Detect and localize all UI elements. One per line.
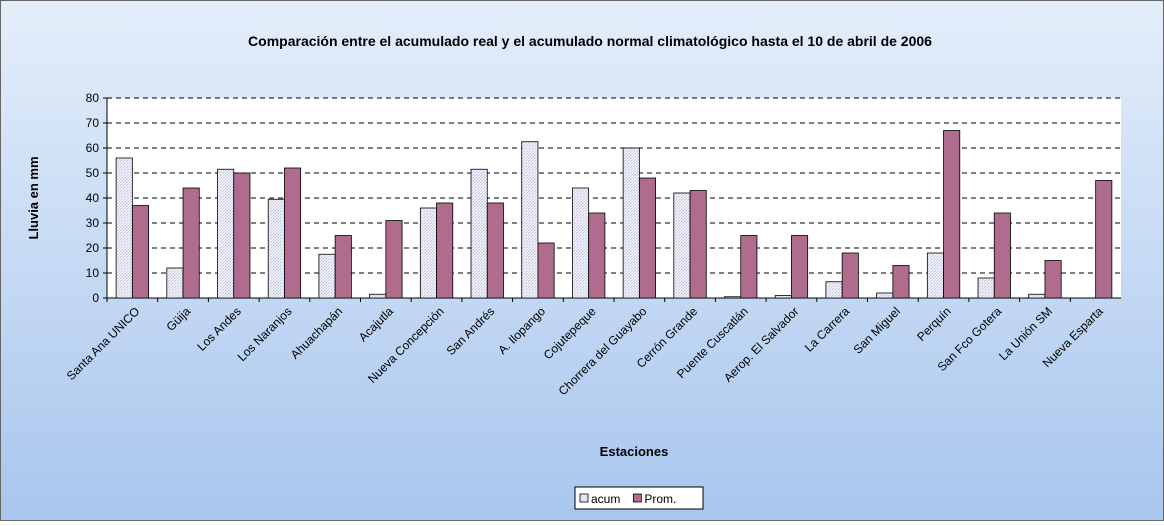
bar	[1028, 293, 1046, 299]
legend-swatch	[632, 493, 642, 503]
legend-label: Prom.	[644, 492, 676, 506]
bar	[926, 252, 944, 299]
bar	[267, 198, 285, 299]
chart-title: Comparación entre el acumulado real y el…	[248, 33, 932, 49]
bar	[791, 235, 809, 299]
bar	[470, 168, 488, 299]
bar	[131, 205, 149, 299]
bar	[233, 172, 251, 299]
y-tick-label: 50	[86, 166, 100, 180]
bar	[115, 157, 133, 299]
bar	[385, 220, 403, 299]
y-tick-label: 40	[86, 191, 100, 205]
y-tick-label: 60	[86, 141, 100, 155]
bar	[892, 265, 910, 299]
bar	[334, 235, 352, 299]
bar	[673, 192, 691, 299]
legend-swatch	[579, 493, 589, 503]
bar	[977, 277, 995, 299]
y-tick-label: 80	[86, 91, 100, 105]
bar	[943, 130, 961, 299]
bar	[622, 147, 640, 299]
bar	[166, 267, 184, 299]
y-tick-label: 0	[92, 291, 99, 305]
y-tick-label: 10	[86, 266, 100, 280]
bar	[486, 202, 504, 299]
bar	[724, 296, 742, 299]
bar	[419, 207, 437, 299]
bar	[1095, 180, 1113, 299]
bar	[369, 293, 387, 299]
y-tick-label: 20	[86, 241, 100, 255]
bar	[284, 167, 302, 299]
bar	[825, 281, 843, 299]
bar	[740, 235, 758, 299]
bar	[1044, 260, 1062, 299]
legend-label: acum	[591, 492, 620, 506]
x-axis-title: Estaciones	[600, 444, 669, 459]
bar	[537, 242, 555, 299]
bar	[876, 292, 894, 299]
bar	[638, 177, 656, 299]
bar	[774, 295, 792, 299]
bar	[841, 252, 859, 299]
bar	[182, 187, 200, 299]
bar	[689, 190, 707, 299]
bar	[572, 187, 590, 299]
bar	[588, 212, 606, 299]
bar	[521, 141, 539, 299]
y-axis-title: Lluvia en mm	[26, 156, 41, 239]
bar	[217, 168, 235, 299]
y-tick-label: 70	[86, 116, 100, 130]
y-tick-label: 30	[86, 216, 100, 230]
bar	[318, 253, 336, 299]
bar	[436, 202, 454, 299]
bar	[993, 212, 1011, 299]
